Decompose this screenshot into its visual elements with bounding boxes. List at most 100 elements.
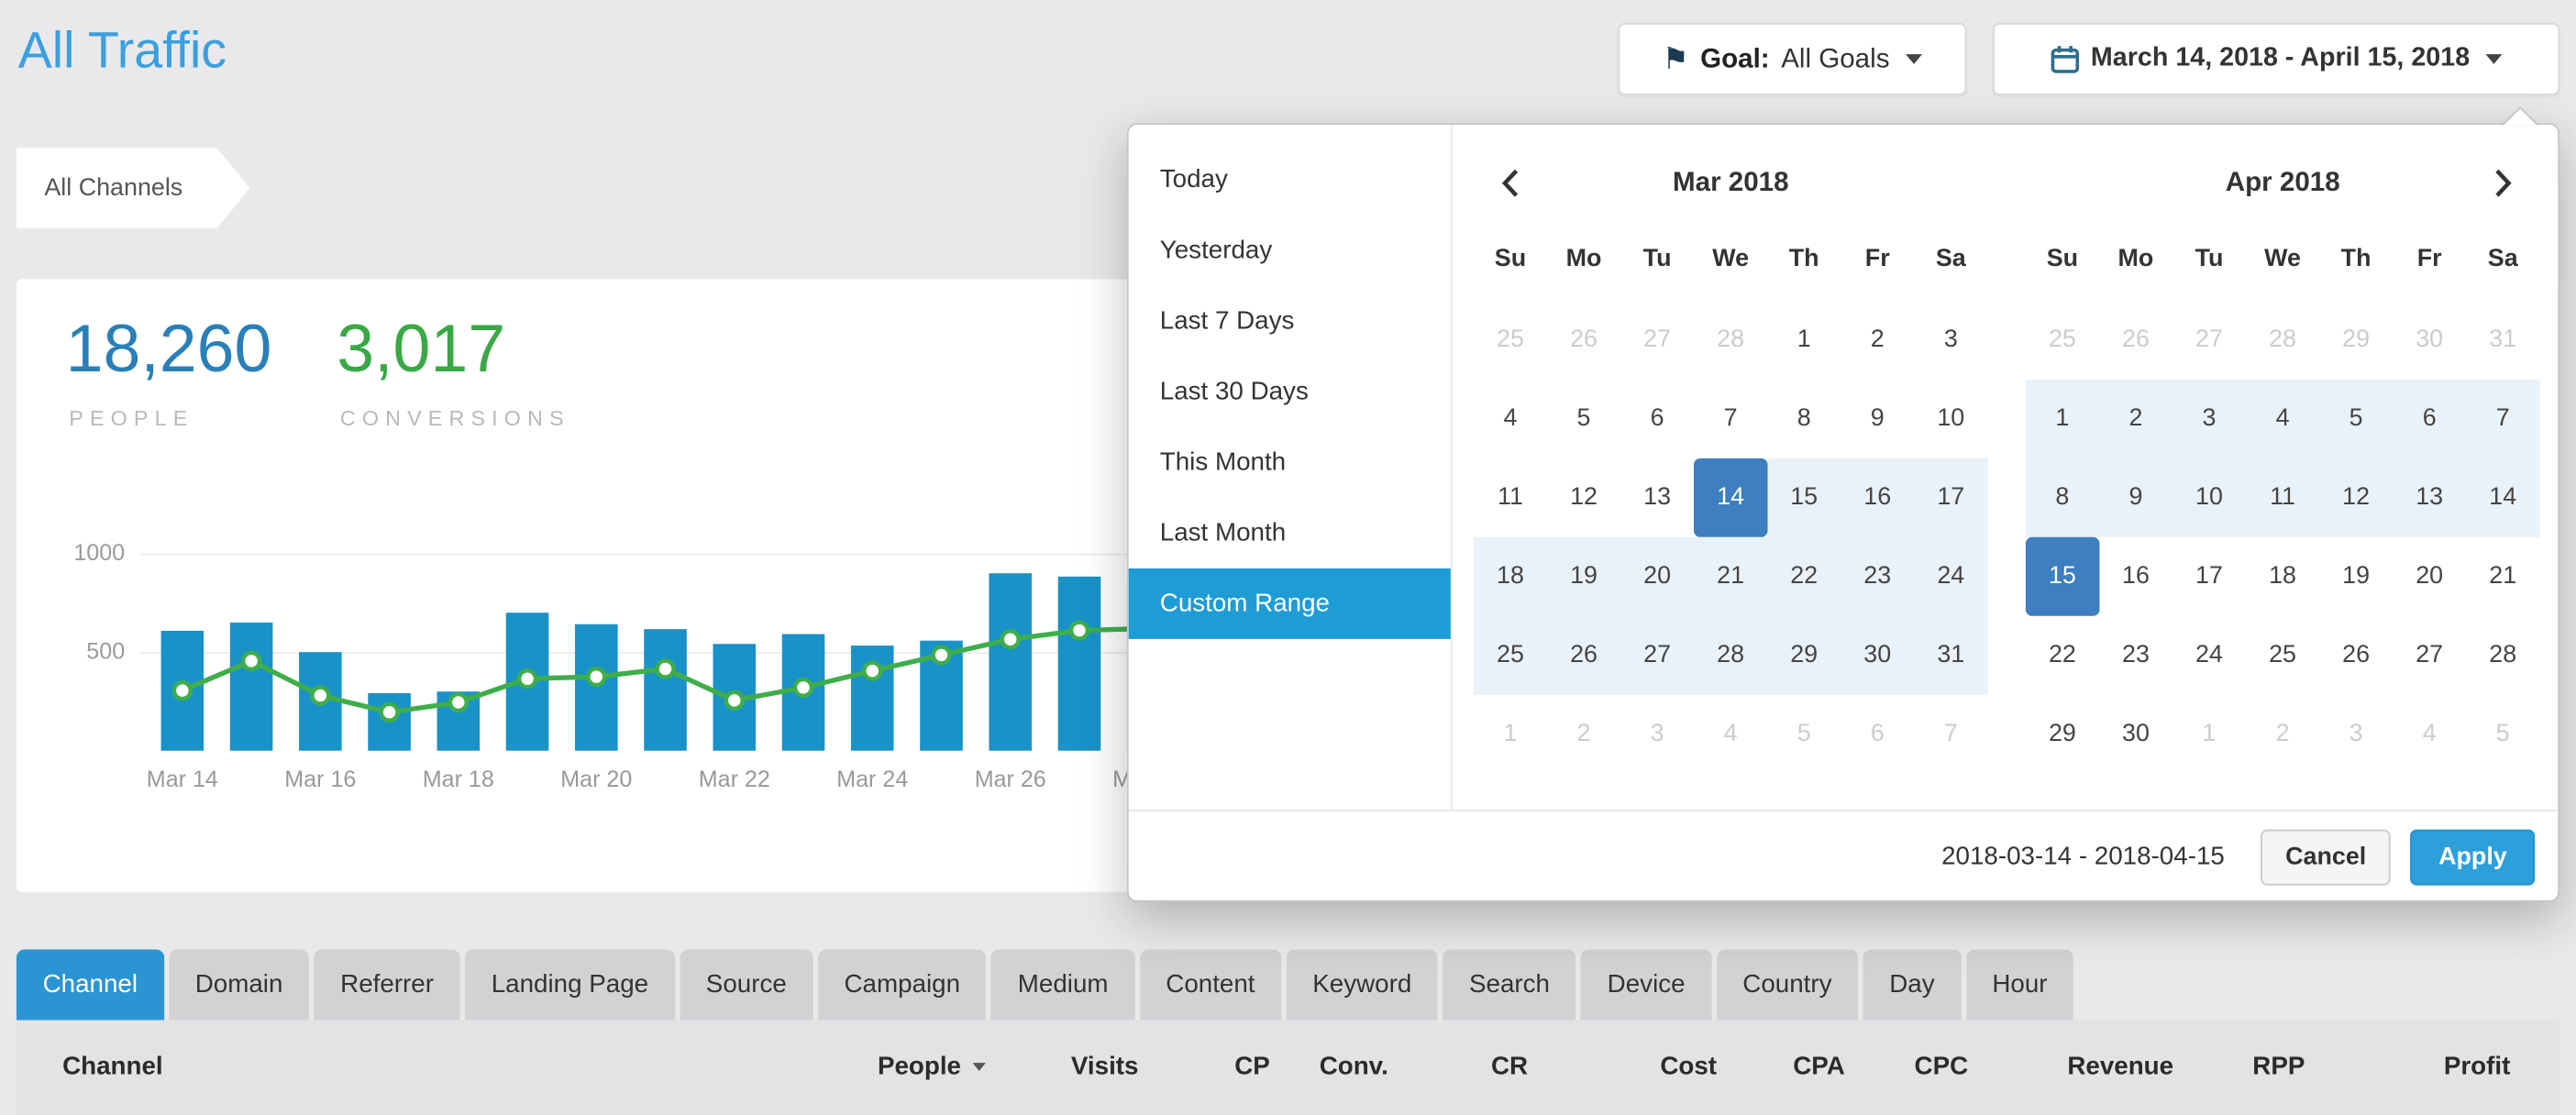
calendar-day[interactable]: 26 <box>1570 325 1598 354</box>
calendar-day[interactable]: 10 <box>2172 458 2247 537</box>
preset-custom-range[interactable]: Custom Range <box>1128 568 1451 639</box>
calendar-day[interactable]: 13 <box>1643 482 1672 512</box>
calendar-day[interactable]: 2 <box>2275 719 2290 748</box>
calendar-day[interactable]: 24 <box>1914 536 1988 616</box>
column-header-conv-[interactable]: Conv. <box>1319 1053 1388 1081</box>
calendar-day[interactable]: 20 <box>1620 536 1695 616</box>
calendar-day[interactable]: 27 <box>1620 615 1695 695</box>
calendar-day[interactable]: 1 <box>1797 325 1811 354</box>
calendar-day[interactable]: 7 <box>1723 403 1738 433</box>
calendar-day[interactable]: 22 <box>2048 640 2076 669</box>
calendar-day[interactable]: 25 <box>2269 640 2297 669</box>
calendar-day[interactable]: 22 <box>1767 536 1841 616</box>
calendar-day[interactable]: 20 <box>2416 561 2444 591</box>
tab-landing-page[interactable]: Landing Page <box>465 949 675 1021</box>
calendar-next-month-icon[interactable] <box>2467 167 2540 198</box>
cancel-button[interactable]: Cancel <box>2261 828 2392 885</box>
calendar-day[interactable]: 19 <box>2342 561 2371 591</box>
tab-day[interactable]: Day <box>1863 949 1962 1021</box>
tab-domain[interactable]: Domain <box>169 949 310 1021</box>
calendar-day[interactable]: 3 <box>2172 379 2247 458</box>
calendar-day[interactable]: 19 <box>1546 536 1621 616</box>
calendar-day[interactable]: 23 <box>1841 536 1915 616</box>
calendar-day[interactable]: 31 <box>1914 615 1988 695</box>
calendar-day[interactable]: 21 <box>1694 536 1768 616</box>
column-header-cp[interactable]: CP <box>1234 1053 1270 1081</box>
tab-search[interactable]: Search <box>1443 949 1576 1021</box>
tab-campaign[interactable]: Campaign <box>817 949 987 1021</box>
calendar-day[interactable]: 25 <box>2048 325 2076 354</box>
calendar-day[interactable]: 12 <box>1570 482 1598 512</box>
calendar-day[interactable]: 29 <box>1767 615 1841 695</box>
preset-yesterday[interactable]: Yesterday <box>1159 236 1273 265</box>
calendar-day-selected[interactable]: 14 <box>1694 458 1768 537</box>
calendar-day[interactable]: 6 <box>2393 379 2467 458</box>
calendar-day[interactable]: 1 <box>2025 379 2099 458</box>
tab-channel[interactable]: Channel <box>16 949 164 1021</box>
calendar-day-selected[interactable]: 15 <box>2025 536 2099 616</box>
calendar-day[interactable]: 14 <box>2466 458 2540 537</box>
calendar-day[interactable]: 17 <box>2195 561 2223 591</box>
calendar-day[interactable]: 30 <box>1841 615 1915 695</box>
calendar-day[interactable]: 16 <box>1841 458 1915 537</box>
calendar-day[interactable]: 15 <box>1767 458 1841 537</box>
calendar-day[interactable]: 10 <box>1937 403 1965 433</box>
tab-referrer[interactable]: Referrer <box>314 949 460 1021</box>
calendar-day[interactable]: 9 <box>1870 403 1885 433</box>
calendar-day[interactable]: 29 <box>2342 325 2371 354</box>
date-range-button[interactable]: March 14, 2018 - April 15, 2018 <box>1993 23 2560 95</box>
column-header-people[interactable]: People <box>878 1020 986 1115</box>
calendar-day[interactable]: 17 <box>1914 458 1988 537</box>
calendar-day[interactable]: 27 <box>2416 640 2444 669</box>
calendar-day[interactable]: 26 <box>2342 640 2371 669</box>
calendar-day[interactable]: 4 <box>2422 719 2437 748</box>
calendar-day[interactable]: 4 <box>2246 379 2320 458</box>
preset-today[interactable]: Today <box>1159 165 1228 194</box>
calendar-day[interactable]: 6 <box>1650 403 1664 433</box>
calendar-day[interactable]: 21 <box>2489 561 2517 591</box>
calendar-day[interactable]: 1 <box>2202 719 2217 748</box>
calendar-day[interactable]: 28 <box>2269 325 2297 354</box>
preset-last-7-days[interactable]: Last 7 Days <box>1159 307 1295 336</box>
preset-last-month[interactable]: Last Month <box>1159 519 1287 547</box>
calendar-day[interactable]: 5 <box>1797 719 1811 748</box>
calendar-prev-month-icon[interactable] <box>1474 167 1547 198</box>
calendar-day[interactable]: 25 <box>1473 615 1547 695</box>
column-header-profit[interactable]: Profit <box>2443 1053 2511 1081</box>
tab-source[interactable]: Source <box>680 949 813 1021</box>
calendar-day[interactable]: 11 <box>2246 458 2320 537</box>
calendar-day[interactable]: 13 <box>2393 458 2467 537</box>
calendar-day[interactable]: 23 <box>2121 640 2150 669</box>
goal-selector-button[interactable]: ⚑ Goal: All Goals <box>1618 23 1967 95</box>
calendar-day[interactable]: 3 <box>2349 719 2363 748</box>
calendar-day[interactable]: 4 <box>1503 403 1518 433</box>
breadcrumb-all-channels[interactable]: All Channels <box>17 148 249 228</box>
column-header-channel[interactable]: Channel <box>62 1053 163 1081</box>
calendar-day[interactable]: 7 <box>1943 719 1958 748</box>
calendar-day[interactable]: 8 <box>1797 403 1811 433</box>
calendar-day[interactable]: 8 <box>2025 458 2099 537</box>
column-header-visits[interactable]: Visits <box>1070 1053 1139 1081</box>
calendar-day[interactable]: 2 <box>2098 379 2172 458</box>
calendar-day[interactable]: 3 <box>1943 325 1958 354</box>
calendar-day[interactable]: 29 <box>2048 719 2076 748</box>
apply-button[interactable]: Apply <box>2410 828 2536 885</box>
calendar-day[interactable]: 6 <box>1870 719 1885 748</box>
calendar-day[interactable]: 27 <box>1643 325 1672 354</box>
column-header-revenue[interactable]: Revenue <box>2067 1053 2174 1081</box>
column-header-cpa[interactable]: CPA <box>1793 1053 1845 1081</box>
calendar-day[interactable]: 2 <box>1870 325 1885 354</box>
calendar-day[interactable]: 28 <box>2489 640 2517 669</box>
calendar-day[interactable]: 26 <box>1546 615 1621 695</box>
calendar-day[interactable]: 7 <box>2466 379 2540 458</box>
calendar-day[interactable]: 11 <box>1497 482 1523 512</box>
tab-device[interactable]: Device <box>1581 949 1712 1021</box>
calendar-day[interactable]: 9 <box>2098 458 2172 537</box>
tab-hour[interactable]: Hour <box>1965 949 2074 1021</box>
calendar-day[interactable]: 1 <box>1503 719 1518 748</box>
calendar-day[interactable]: 28 <box>1694 615 1768 695</box>
calendar-day[interactable]: 12 <box>2319 458 2394 537</box>
calendar-day[interactable]: 27 <box>2195 325 2223 354</box>
calendar-day[interactable]: 26 <box>2121 325 2150 354</box>
tab-medium[interactable]: Medium <box>991 949 1135 1021</box>
